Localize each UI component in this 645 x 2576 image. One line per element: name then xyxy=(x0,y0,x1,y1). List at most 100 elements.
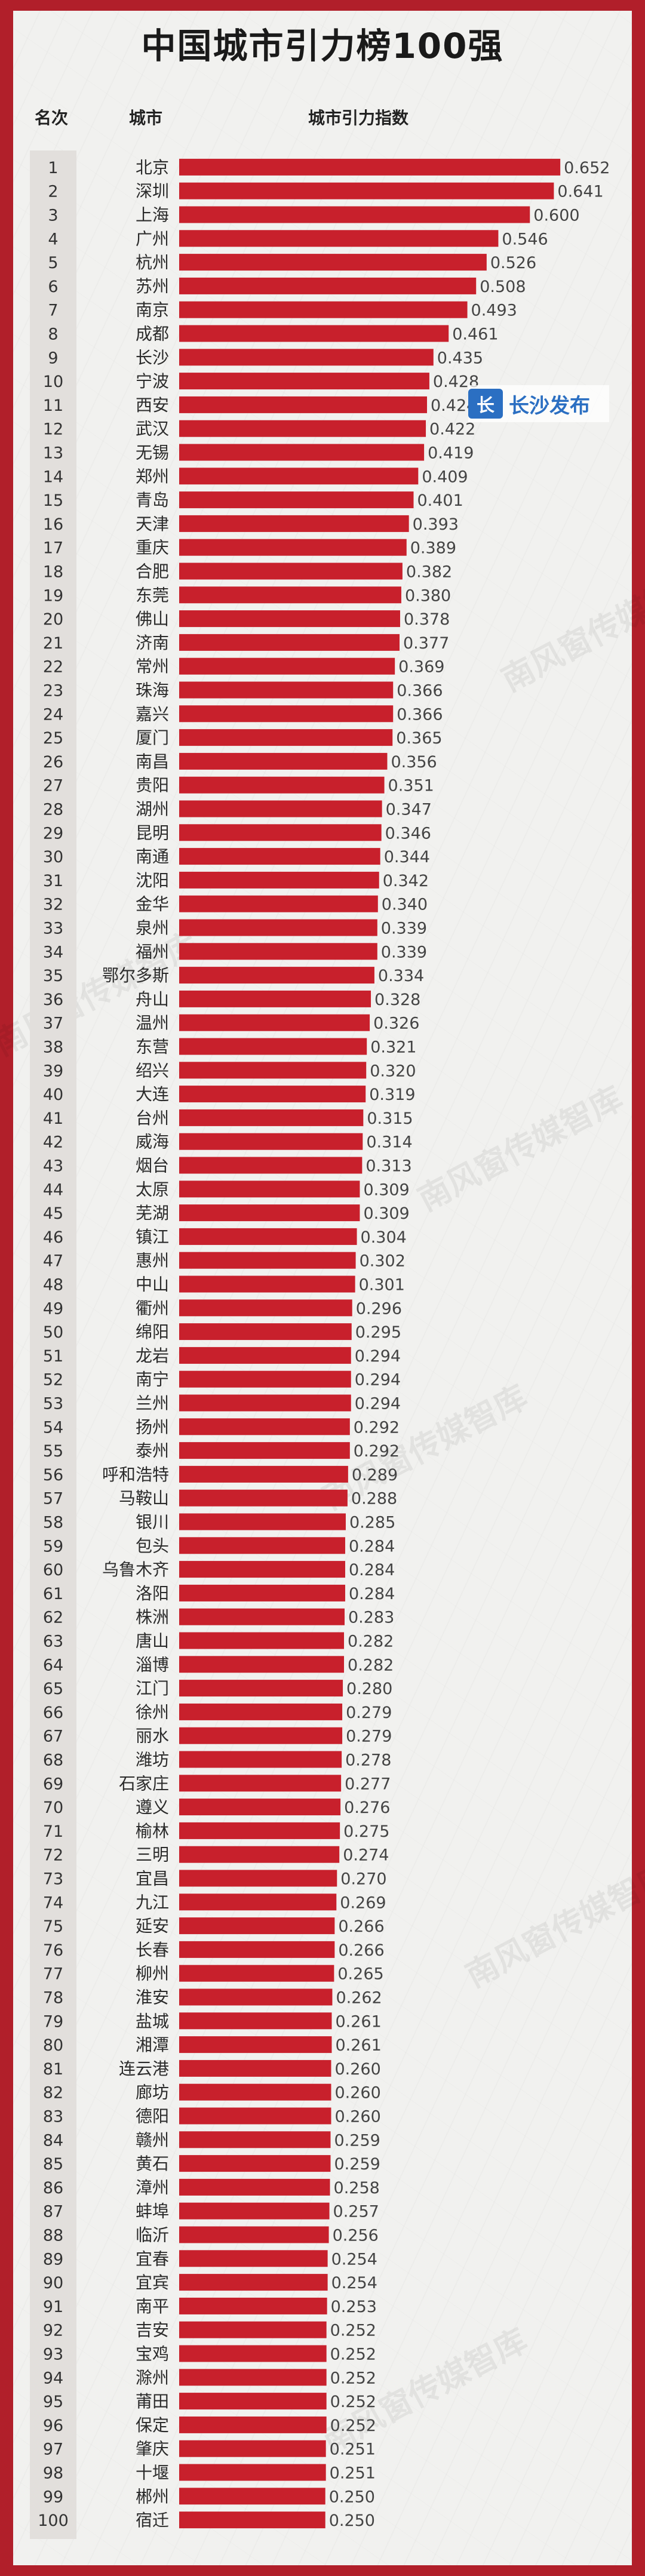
city-label: 丽水 xyxy=(136,1726,169,1746)
value-label: 0.321 xyxy=(370,1038,416,1057)
rank-label: 18 xyxy=(43,563,63,582)
value-label: 0.250 xyxy=(329,2488,375,2506)
rank-label: 96 xyxy=(43,2417,63,2435)
value-label: 0.422 xyxy=(429,420,475,439)
city-label: 赣州 xyxy=(136,2130,169,2150)
bar xyxy=(179,1751,342,1768)
bar xyxy=(179,1418,350,1435)
bar xyxy=(179,2440,326,2457)
brand-logo-mark: 长 xyxy=(468,389,503,419)
rank-label: 74 xyxy=(43,1893,63,1912)
city-label: 保定 xyxy=(136,2415,169,2435)
value-label: 0.276 xyxy=(344,1799,390,1817)
value-label: 0.266 xyxy=(338,1941,384,1960)
city-label: 太原 xyxy=(136,1179,169,1199)
city-label: 宁波 xyxy=(136,371,169,391)
value-label: 0.347 xyxy=(386,801,432,819)
bar xyxy=(179,1846,340,1863)
rank-label: 28 xyxy=(43,801,63,819)
rank-label: 100 xyxy=(38,2512,69,2530)
city-label: 郴州 xyxy=(136,2486,169,2506)
value-label: 0.251 xyxy=(330,2464,376,2483)
bar xyxy=(179,2321,327,2338)
bar xyxy=(179,800,382,817)
rank-label: 54 xyxy=(43,1418,63,1437)
city-label: 南宁 xyxy=(136,1370,169,1390)
city-label: 威海 xyxy=(136,1132,169,1152)
value-label: 0.274 xyxy=(343,1846,389,1865)
rank-label: 2 xyxy=(48,183,58,201)
city-label: 柳州 xyxy=(136,1964,169,1984)
value-label: 0.401 xyxy=(417,491,463,510)
city-label: 南昌 xyxy=(136,752,169,771)
rank-label: 14 xyxy=(43,468,63,486)
city-label: 徐州 xyxy=(136,1702,169,1722)
rank-label: 20 xyxy=(43,610,63,629)
bar xyxy=(179,2012,332,2030)
value-label: 0.292 xyxy=(354,1418,400,1437)
rank-label: 3 xyxy=(48,207,58,225)
city-label: 九江 xyxy=(136,1892,169,1912)
rank-label: 30 xyxy=(43,848,63,866)
bar xyxy=(179,848,380,865)
value-label: 0.279 xyxy=(346,1727,392,1746)
city-label: 廊坊 xyxy=(136,2083,169,2102)
value-label: 0.296 xyxy=(356,1299,402,1318)
bar xyxy=(179,586,401,604)
bar xyxy=(179,2345,327,2362)
city-label: 济南 xyxy=(136,633,169,653)
value-label: 0.280 xyxy=(346,1680,392,1698)
bar xyxy=(179,1038,367,1055)
city-label: 呼和浩特 xyxy=(102,1465,169,1484)
rank-label: 59 xyxy=(43,1537,63,1556)
value-label: 0.292 xyxy=(354,1442,400,1461)
city-label: 长春 xyxy=(136,1940,169,1960)
value-label: 0.294 xyxy=(355,1347,401,1366)
city-label: 临沂 xyxy=(136,2225,169,2245)
bar xyxy=(179,2178,330,2196)
city-label: 连云港 xyxy=(119,2059,169,2079)
bar xyxy=(179,2036,332,2054)
city-label: 台州 xyxy=(136,1108,169,1128)
value-label: 0.302 xyxy=(360,1252,406,1271)
rank-label: 9 xyxy=(48,349,58,367)
rank-label: 82 xyxy=(43,2084,63,2102)
city-label: 吉安 xyxy=(136,2320,169,2340)
rank-label: 80 xyxy=(43,2036,63,2055)
value-label: 0.252 xyxy=(330,2322,376,2340)
bar xyxy=(179,206,530,223)
value-label: 0.301 xyxy=(359,1276,405,1295)
rank-label: 10 xyxy=(43,373,63,391)
city-label: 盐城 xyxy=(136,2011,169,2031)
value-label: 0.252 xyxy=(330,2369,376,2387)
value-label: 0.259 xyxy=(334,2131,380,2150)
bar xyxy=(179,158,561,176)
bar xyxy=(179,420,426,437)
bar xyxy=(179,1584,345,1601)
city-label: 宿迁 xyxy=(136,2510,169,2530)
rank-label: 12 xyxy=(43,420,63,439)
rank-label: 15 xyxy=(43,491,63,510)
bar xyxy=(179,1442,350,1459)
rank-label: 42 xyxy=(43,1133,63,1152)
rank-label: 63 xyxy=(43,1633,63,1651)
bar xyxy=(179,1062,367,1079)
value-label: 0.252 xyxy=(330,2393,376,2411)
rank-label: 13 xyxy=(43,444,63,463)
value-label: 0.269 xyxy=(340,1893,386,1912)
value-label: 0.339 xyxy=(381,943,427,961)
city-label: 莆田 xyxy=(136,2391,169,2411)
city-label: 蚌埠 xyxy=(136,2202,169,2221)
bar xyxy=(179,349,434,366)
rank-label: 66 xyxy=(43,1704,63,1722)
city-label: 宜宾 xyxy=(136,2273,169,2292)
bar xyxy=(179,943,377,960)
bar xyxy=(179,2107,331,2125)
value-label: 0.461 xyxy=(452,325,498,344)
city-label: 上海 xyxy=(136,205,169,225)
value-label: 0.294 xyxy=(355,1371,401,1390)
rank-label: 83 xyxy=(43,2108,63,2126)
value-label: 0.652 xyxy=(564,159,610,177)
value-label: 0.261 xyxy=(335,2036,381,2055)
